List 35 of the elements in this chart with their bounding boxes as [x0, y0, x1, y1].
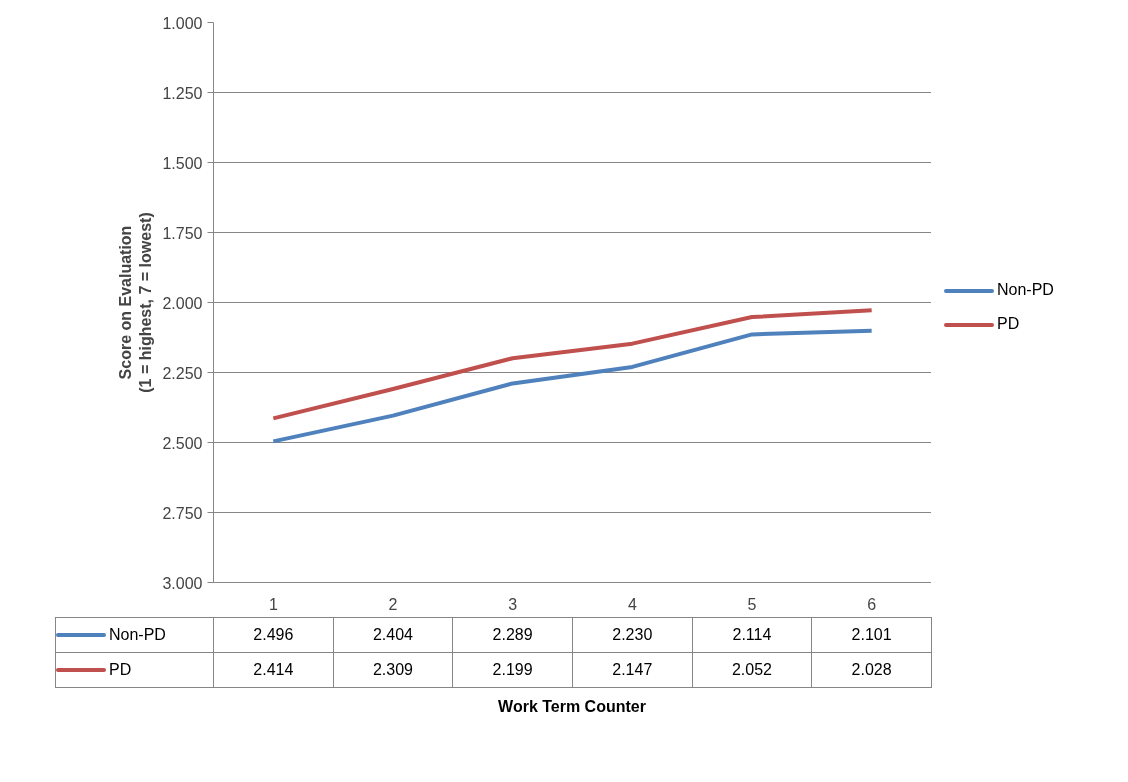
data-label: 2.147 — [572, 652, 693, 688]
y-axis-title: Score on Evaluation (1 = highest, 7 = lowest) — [117, 212, 155, 393]
y-tick-label: 3.000 — [162, 574, 203, 592]
x-tick-label: 6 — [867, 595, 877, 613]
y-tick-label: 2.000 — [162, 294, 203, 312]
data-label: 2.496 — [213, 617, 334, 653]
y-tick-label: 2.750 — [162, 504, 203, 522]
data-label: 2.309 — [333, 652, 453, 688]
legend-label: Non-PD — [996, 280, 1054, 300]
data-label: 2.404 — [333, 617, 453, 653]
data-label: 2.414 — [213, 652, 334, 688]
x-tick-label: 1 — [268, 595, 278, 613]
legend-label: PD — [996, 314, 1021, 334]
x-tick-label: 3 — [508, 595, 518, 613]
x-tick-label: 2 — [388, 595, 398, 613]
text: Non-PD — [109, 625, 166, 643]
line-series — [271, 308, 874, 421]
y-tick-label: 1.000 — [162, 14, 203, 32]
y-tick-label: 1.500 — [162, 154, 203, 172]
y-tick-label: 1.250 — [162, 84, 203, 102]
x-tick-label: 5 — [747, 595, 757, 613]
data-label: 2.101 — [811, 617, 932, 653]
data-label: 2.028 — [811, 652, 932, 688]
data-label: 2.199 — [452, 652, 573, 688]
x-tick-label: 4 — [627, 595, 637, 613]
text: Work Term Counter — [497, 697, 647, 717]
y-tick-label: 2.500 — [162, 434, 203, 452]
line-series — [271, 328, 874, 444]
data-label: 2.230 — [572, 617, 693, 653]
data-label: 2.052 — [692, 652, 812, 688]
y-tick-label: 1.750 — [162, 224, 203, 242]
text: PD — [109, 660, 132, 678]
y-tick-label: 2.250 — [162, 364, 203, 382]
data-label: 2.114 — [692, 617, 812, 653]
data-label: 2.289 — [452, 617, 573, 653]
